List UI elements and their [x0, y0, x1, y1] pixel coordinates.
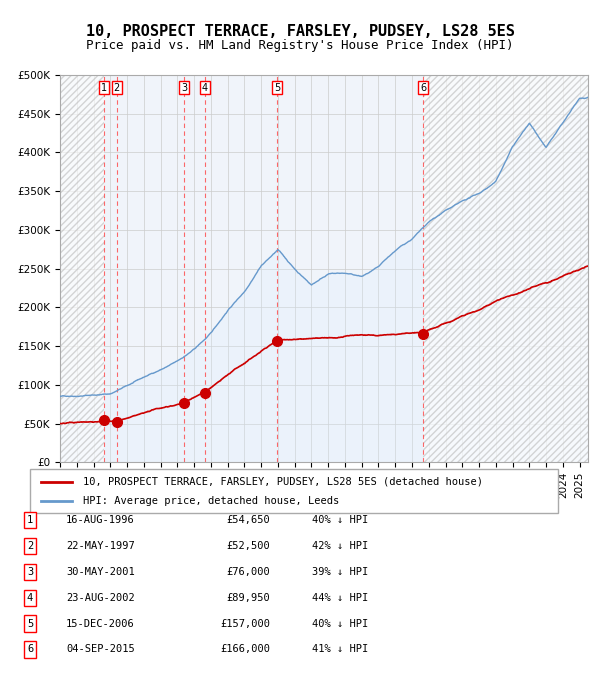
Text: £54,650: £54,650	[226, 515, 270, 525]
Text: 22-MAY-1997: 22-MAY-1997	[66, 541, 135, 551]
Text: 1: 1	[101, 82, 107, 92]
Text: 42% ↓ HPI: 42% ↓ HPI	[312, 541, 368, 551]
Text: 41% ↓ HPI: 41% ↓ HPI	[312, 645, 368, 654]
Text: 3: 3	[27, 567, 33, 577]
Text: 39% ↓ HPI: 39% ↓ HPI	[312, 567, 368, 577]
Text: 44% ↓ HPI: 44% ↓ HPI	[312, 593, 368, 602]
Text: £76,000: £76,000	[226, 567, 270, 577]
Text: 16-AUG-1996: 16-AUG-1996	[66, 515, 135, 525]
Text: 04-SEP-2015: 04-SEP-2015	[66, 645, 135, 654]
Text: 4: 4	[27, 593, 33, 602]
Text: 10, PROSPECT TERRACE, FARSLEY, PUDSEY, LS28 5ES (detached house): 10, PROSPECT TERRACE, FARSLEY, PUDSEY, L…	[83, 477, 483, 487]
Text: 30-MAY-2001: 30-MAY-2001	[66, 567, 135, 577]
Text: 40% ↓ HPI: 40% ↓ HPI	[312, 619, 368, 628]
Text: 2: 2	[113, 82, 120, 92]
Text: £166,000: £166,000	[220, 645, 270, 654]
Text: 3: 3	[181, 82, 187, 92]
Text: 40% ↓ HPI: 40% ↓ HPI	[312, 515, 368, 525]
Text: £89,950: £89,950	[226, 593, 270, 602]
Text: 23-AUG-2002: 23-AUG-2002	[66, 593, 135, 602]
Text: 1: 1	[27, 515, 33, 525]
FancyBboxPatch shape	[30, 469, 558, 513]
Text: Price paid vs. HM Land Registry's House Price Index (HPI): Price paid vs. HM Land Registry's House …	[86, 39, 514, 52]
Text: 4: 4	[202, 82, 208, 92]
Text: £157,000: £157,000	[220, 619, 270, 628]
Text: 5: 5	[27, 619, 33, 628]
Text: HPI: Average price, detached house, Leeds: HPI: Average price, detached house, Leed…	[83, 496, 339, 506]
Text: 2: 2	[27, 541, 33, 551]
Text: £52,500: £52,500	[226, 541, 270, 551]
Text: 6: 6	[27, 645, 33, 654]
Text: 15-DEC-2006: 15-DEC-2006	[66, 619, 135, 628]
Text: 5: 5	[274, 82, 280, 92]
Text: 6: 6	[420, 82, 426, 92]
Text: 10, PROSPECT TERRACE, FARSLEY, PUDSEY, LS28 5ES: 10, PROSPECT TERRACE, FARSLEY, PUDSEY, L…	[86, 24, 514, 39]
